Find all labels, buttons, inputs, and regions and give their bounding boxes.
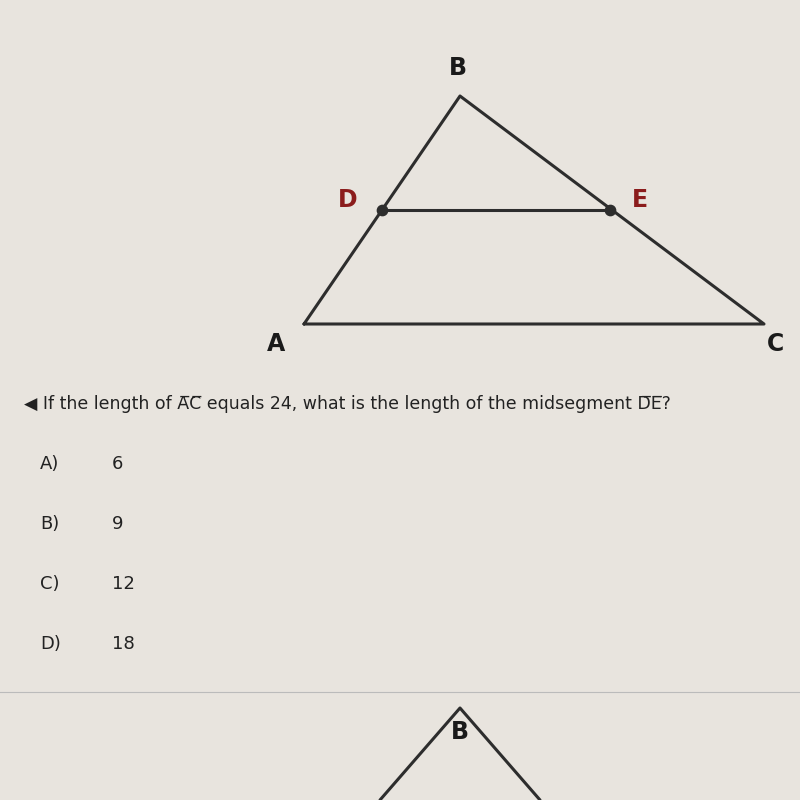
Text: C): C) — [40, 575, 59, 593]
Text: B: B — [451, 720, 469, 744]
Text: C: C — [767, 332, 785, 356]
Text: 9: 9 — [112, 515, 123, 533]
Text: 18: 18 — [112, 635, 134, 653]
Text: B): B) — [40, 515, 59, 533]
Point — [604, 203, 617, 216]
Point — [376, 203, 389, 216]
Text: 6: 6 — [112, 455, 123, 473]
Text: B: B — [449, 56, 466, 80]
Text: ◀️ If the length of A̅C̅ equals 24, what is the length of the midsegment D̅E̅?: ◀️ If the length of A̅C̅ equals 24, what… — [24, 395, 671, 413]
Text: D): D) — [40, 635, 61, 653]
Text: A): A) — [40, 455, 59, 473]
Text: A: A — [267, 332, 285, 356]
Text: E: E — [632, 188, 648, 212]
Text: D: D — [338, 188, 358, 212]
Text: 12: 12 — [112, 575, 135, 593]
